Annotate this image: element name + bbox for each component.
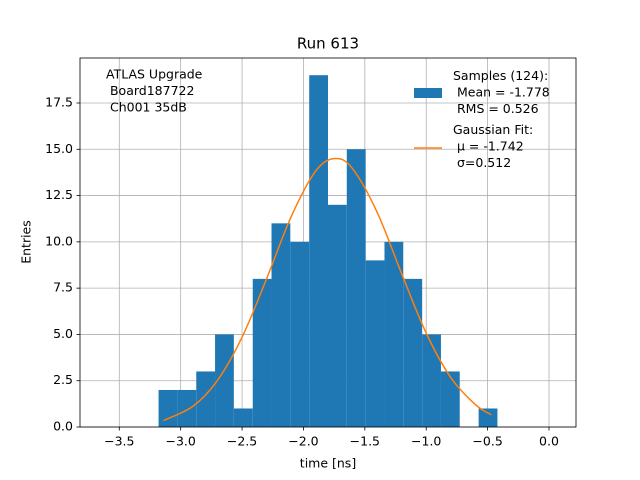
y-tick-label: 17.5 (45, 94, 73, 109)
histogram-bar (290, 241, 310, 427)
y-tick-label: 12.5 (45, 187, 73, 202)
y-tick-label: 5.0 (53, 326, 73, 341)
histogram-bar (177, 389, 197, 427)
histogram-bar (196, 371, 216, 427)
histogram-bar (309, 75, 328, 428)
histogram-bar (328, 204, 347, 427)
x-tick-label: −3.5 (104, 434, 134, 449)
y-tick-label: 0.0 (53, 419, 73, 434)
legend-label: Gaussian Fit: μ = -1.742 σ=0.512 (453, 122, 533, 170)
histogram-bar (271, 223, 291, 427)
histogram-bar (252, 278, 272, 427)
y-axis-label: Entries (19, 220, 34, 264)
x-axis-label: time [ns] (300, 456, 356, 471)
annotation: ATLAS Upgrade (106, 67, 203, 82)
fit-line (163, 157, 492, 422)
histogram-bar (403, 278, 423, 427)
x-tick-label: −3.0 (165, 434, 195, 449)
legend-label: Samples (124): Mean = -1.778 RMS = 0.526 (453, 68, 550, 116)
histogram-bar (384, 241, 404, 427)
y-tick-label: 15.0 (45, 141, 73, 156)
legend-patch (414, 88, 442, 98)
plot-frame (79, 57, 577, 428)
histogram-bar (422, 334, 441, 427)
y-tick-label: 7.5 (53, 280, 73, 295)
x-tick-label: −2.5 (227, 434, 257, 449)
x-tick-label: −2.0 (288, 434, 318, 449)
x-tick-label: −1.0 (411, 434, 441, 449)
x-tick-label: −0.5 (472, 434, 502, 449)
histogram-bar (478, 408, 498, 427)
y-tick-label: 10.0 (45, 233, 73, 248)
histogram-bar (346, 149, 366, 428)
annotation: Board187722 (106, 83, 194, 98)
x-tick-label: 0.0 (539, 434, 559, 449)
y-tick-label: 2.5 (53, 372, 73, 387)
histogram-bar (215, 334, 234, 427)
annotation: Ch001 35dB (106, 100, 187, 115)
histogram-bar (233, 408, 253, 427)
histogram-bar (158, 389, 178, 427)
chart-title: Run 613 (297, 35, 359, 53)
histogram-bar (365, 260, 385, 427)
x-tick-label: −1.5 (350, 434, 380, 449)
histogram-bar (440, 371, 460, 427)
